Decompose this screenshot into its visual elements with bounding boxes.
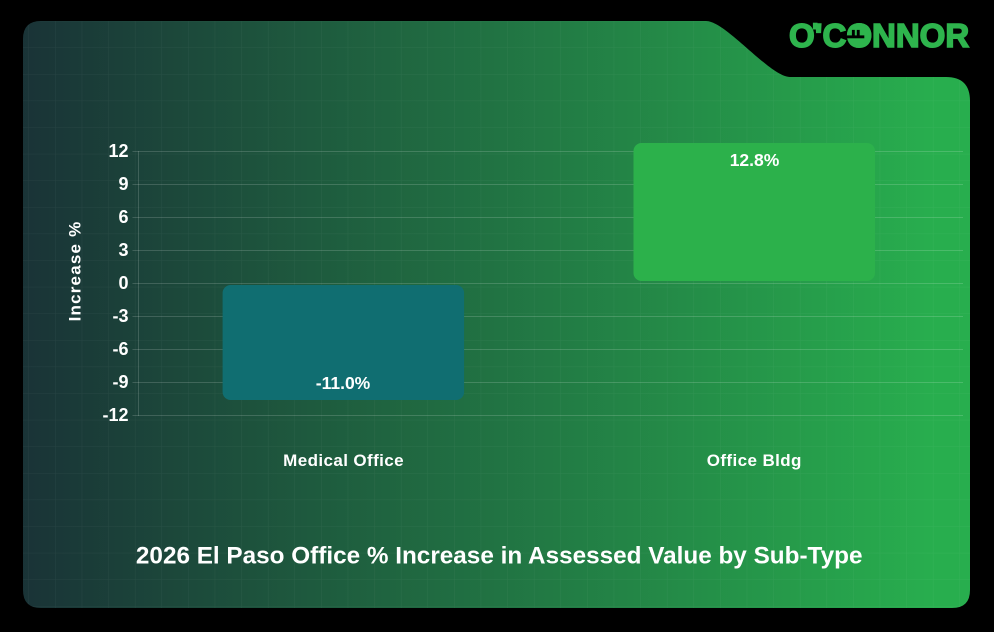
svg-text:-12: -12 [102,405,128,425]
svg-text:12.8%: 12.8% [730,150,780,170]
svg-text:0: 0 [118,273,128,293]
svg-text:2026 El Paso Office % Increase: 2026 El Paso Office % Increase in Assess… [136,543,863,570]
svg-text:Office Bldg: Office Bldg [707,451,802,470]
svg-text:3: 3 [118,240,128,260]
svg-text:12: 12 [108,141,128,161]
svg-text:-9: -9 [112,372,128,392]
svg-text:9: 9 [118,174,128,194]
svg-text:Increase %: Increase % [66,221,85,322]
svg-text:O'CONNOR: O'CONNOR [789,17,969,54]
svg-text:Medical Office: Medical Office [283,451,404,470]
svg-text:-11.0%: -11.0% [316,373,371,393]
svg-text:-3: -3 [112,306,128,326]
svg-text:-6: -6 [112,339,128,359]
svg-text:6: 6 [118,207,128,227]
